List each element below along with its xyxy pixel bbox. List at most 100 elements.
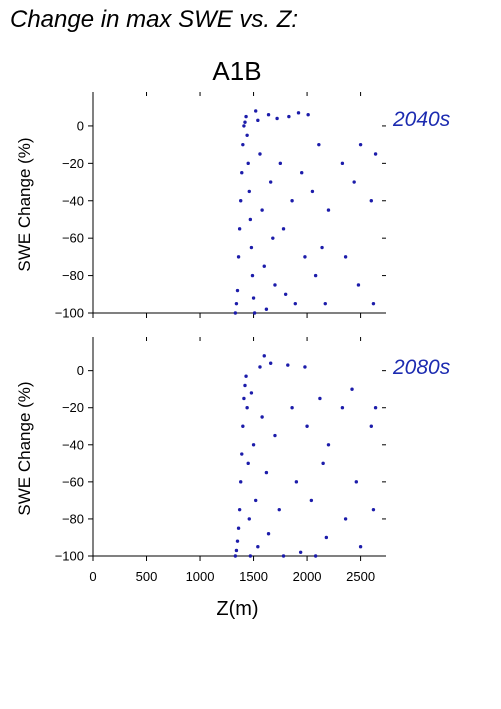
y-tick-label: 0 — [77, 363, 84, 378]
x-tick-label: 0 — [89, 569, 96, 584]
scatter-point — [358, 142, 363, 147]
scatter-point — [352, 180, 356, 184]
scatter-point — [275, 116, 279, 121]
scatter-point — [303, 255, 307, 259]
x-tick-label: 1000 — [186, 569, 215, 584]
scatter-point — [371, 507, 376, 512]
scatter-point — [250, 273, 255, 278]
scatter-point — [309, 498, 314, 503]
scatter-point — [253, 109, 258, 113]
scatter-point — [234, 301, 239, 306]
y-tick-label: −20 — [62, 400, 84, 415]
scatter-point — [350, 387, 354, 391]
scatter-point — [305, 424, 309, 428]
panel-2040s: 0 −20 −40 −60 −80 −100 SWE Change (%) 2040s — [15, 92, 451, 321]
x-tick-label: 1500 — [239, 569, 268, 584]
scatter-point — [241, 142, 245, 147]
scatter-point — [244, 114, 248, 119]
scatter-point — [258, 365, 262, 369]
y-tick-label: −80 — [62, 511, 84, 526]
scatter-point — [268, 180, 273, 184]
scatter-point — [248, 554, 253, 558]
scatter-point — [262, 264, 266, 268]
scatter-point — [293, 301, 297, 306]
scatter-point — [242, 124, 246, 128]
scatter-point — [286, 363, 290, 367]
y-tick-label: 0 — [77, 118, 84, 133]
scatter-point — [340, 406, 345, 410]
scatter-point — [326, 443, 331, 447]
scatter-point — [246, 461, 250, 466]
x-tick-label: 2000 — [293, 569, 322, 584]
scatter-point — [243, 120, 247, 124]
scatter-point — [303, 365, 307, 369]
scatter-point — [234, 548, 239, 553]
scatter-point — [243, 383, 247, 388]
scatter-point — [256, 545, 260, 549]
scatter-point — [321, 461, 325, 466]
scatter-point — [271, 236, 275, 240]
scatter-point — [247, 517, 251, 521]
scatter-point — [239, 199, 243, 203]
scatter-point — [239, 480, 243, 484]
scatter-point — [281, 227, 286, 231]
scatter-point — [290, 406, 294, 410]
scatter-point — [296, 111, 301, 115]
figure-title: Change in max SWE vs. Z: — [10, 6, 299, 33]
scatter-point — [237, 507, 242, 512]
scatter-point — [287, 114, 291, 119]
scatter-point — [240, 170, 244, 175]
y-tick-label: −80 — [62, 268, 84, 283]
scenario-title: A1B — [212, 56, 262, 86]
y-tick-label: −100 — [55, 306, 84, 321]
scatter-point — [371, 301, 376, 306]
period-label: 2040s — [392, 108, 451, 131]
scatter-point — [249, 245, 254, 250]
y-tick-label: −40 — [62, 437, 84, 452]
y-tick-label: −40 — [62, 193, 84, 208]
scatter-point — [317, 142, 321, 147]
scatter-point — [249, 391, 254, 395]
y-axis-label: SWE Change (%) — [15, 137, 34, 271]
scatter-point — [266, 113, 271, 117]
scatter-point — [343, 517, 348, 521]
scatter-point — [260, 415, 264, 419]
x-tick-label: 2500 — [346, 569, 375, 584]
scatter-point — [326, 208, 331, 212]
y-tick-label: −100 — [55, 549, 84, 564]
y-tick-label: −60 — [62, 231, 84, 246]
scatter-point — [266, 532, 271, 536]
scatter-point — [248, 217, 253, 222]
scatter-point — [242, 396, 246, 401]
scatter-point — [320, 245, 324, 250]
scatter-point — [256, 118, 260, 123]
period-label: 2080s — [392, 356, 451, 379]
panel-2080s: 0 −20 −40 −60 −80 −100 0 500 1000 1500 2000 2500 SWE… — [15, 337, 451, 620]
scatter-point — [310, 189, 315, 194]
y-tick-label: −60 — [62, 474, 84, 489]
scatter-point — [251, 296, 256, 300]
scatter-point — [235, 288, 240, 293]
scatter-point — [373, 406, 378, 410]
scatter-point — [233, 554, 238, 558]
x-axis-label: Z(m) — [216, 598, 258, 620]
scatter-point — [264, 307, 269, 311]
scatter-point — [258, 152, 262, 156]
scatter-point — [273, 433, 277, 438]
scatter-point — [343, 255, 348, 259]
scatter-point — [237, 227, 242, 231]
y-tick-label: −20 — [62, 156, 84, 171]
scatter-point — [236, 526, 241, 530]
scatter-point — [369, 199, 373, 203]
scatter-point — [313, 273, 318, 278]
scatter-point — [244, 374, 248, 378]
scatter-point — [273, 283, 277, 287]
scatter-point — [294, 480, 299, 484]
y-axis-label: SWE Change (%) — [15, 381, 34, 515]
point-group — [233, 109, 378, 315]
scatter-point — [313, 554, 318, 558]
scatter-point — [233, 311, 238, 315]
scatter-point — [340, 161, 345, 166]
scatter-point — [260, 208, 264, 212]
